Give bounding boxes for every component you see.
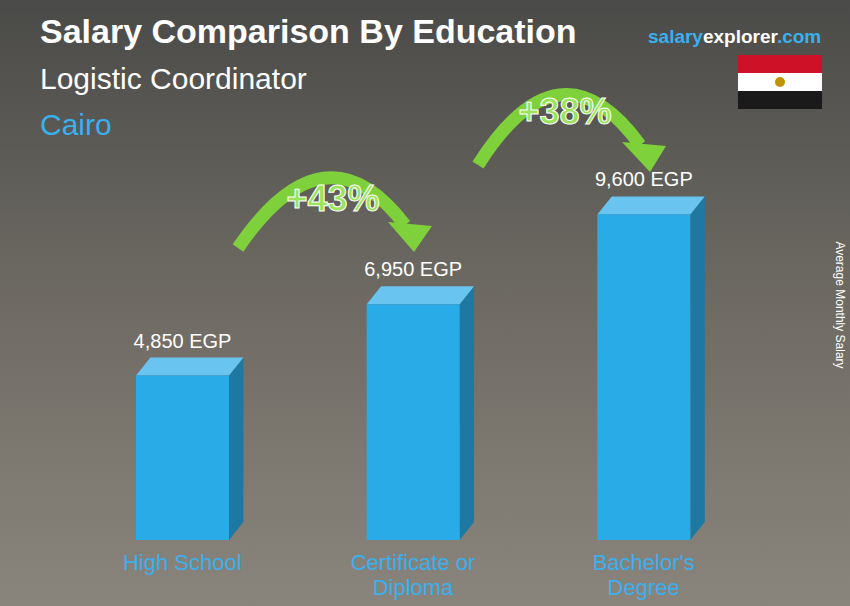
svg-text:High School: High School (123, 550, 242, 575)
svg-text:Degree: Degree (608, 575, 680, 600)
html-text:Cairo: Cairo (40, 108, 112, 141)
svg-text:Certificate or: Certificate or (351, 550, 476, 575)
svg-text:9,600 EGP: 9,600 EGP (595, 168, 693, 190)
svg-text:Bachelor's: Bachelor's (593, 550, 695, 575)
html-text:Average Monthly Salary: Average Monthly Salary (833, 241, 847, 369)
html-text:Logistic Coordinator: Logistic Coordinator (40, 62, 307, 95)
svg-text:4,850 EGP: 4,850 EGP (134, 330, 232, 352)
svg-text:+43%: +43% (286, 178, 379, 219)
html-text:Salary Comparison By Education: Salary Comparison By Education (40, 12, 577, 50)
html-text:salary explorer.com: salary explorer.com (648, 26, 822, 47)
svg-text:+38%: +38% (518, 91, 611, 132)
svg-text:Diploma: Diploma (373, 575, 454, 600)
svg-text:6,950 EGP: 6,950 EGP (364, 258, 462, 280)
